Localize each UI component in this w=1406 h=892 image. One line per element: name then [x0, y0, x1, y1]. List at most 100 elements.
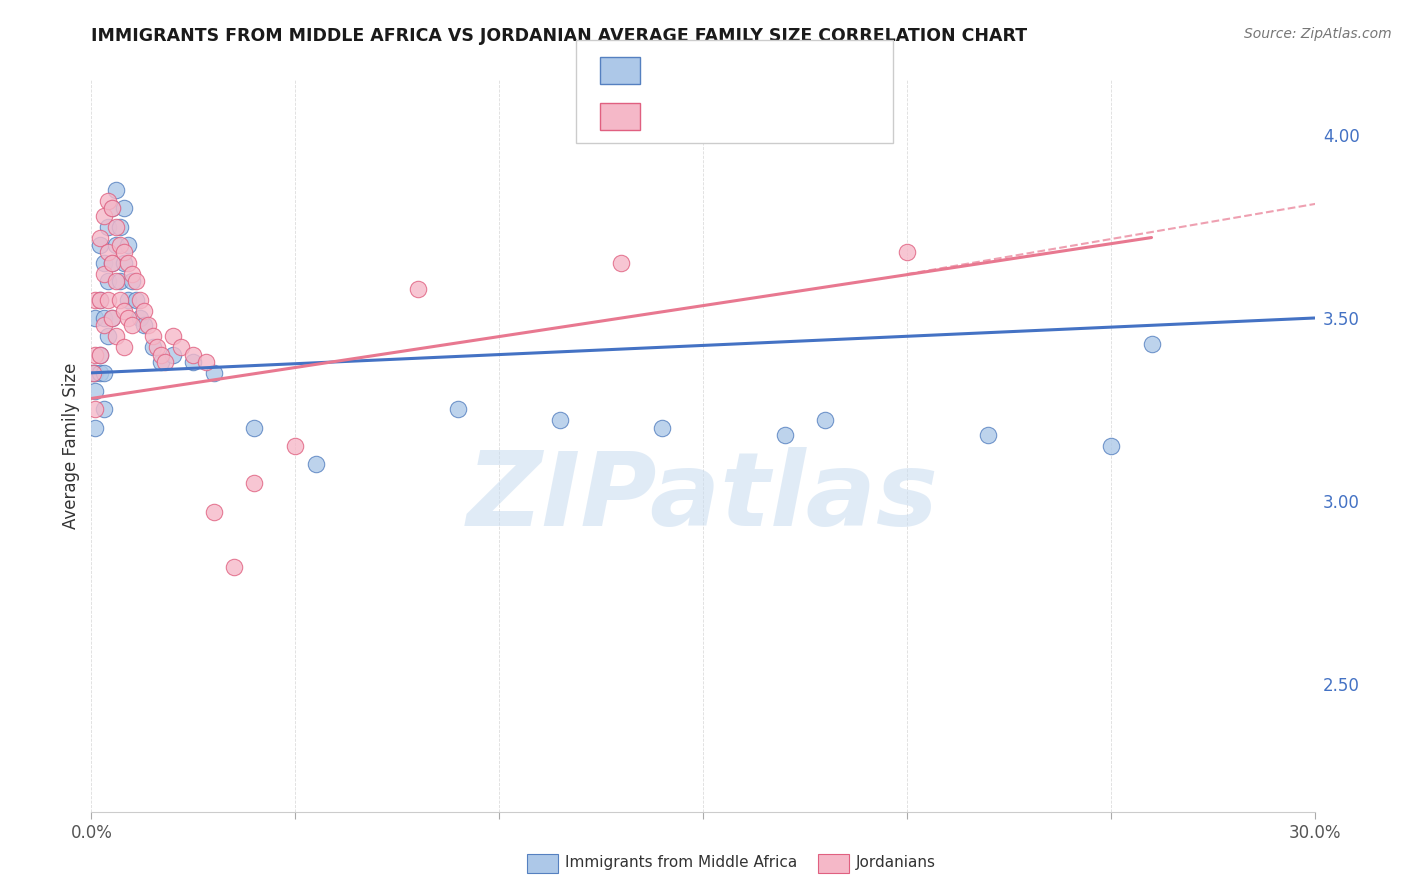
Point: [97, 275, 120, 289]
Point: [97, 293, 120, 307]
Text: Jordanians: Jordanians: [856, 855, 936, 870]
Point: [89, 348, 111, 362]
Text: ZIPatlas: ZIPatlas: [467, 447, 939, 548]
Text: 0.082: 0.082: [693, 61, 751, 78]
Point: [93, 256, 115, 270]
Point: [101, 311, 124, 326]
Point: [121, 318, 143, 333]
Point: [117, 238, 139, 252]
Point: [93, 267, 115, 281]
Point: [112, 340, 135, 354]
Point: [112, 245, 135, 260]
Point: [125, 275, 148, 289]
Point: [97, 194, 120, 208]
Point: [84, 348, 107, 362]
Point: [97, 245, 120, 260]
Point: [243, 420, 266, 434]
Text: IMMIGRANTS FROM MIDDLE AFRICA VS JORDANIAN AVERAGE FAMILY SIZE CORRELATION CHART: IMMIGRANTS FROM MIDDLE AFRICA VS JORDANI…: [91, 27, 1028, 45]
Point: [112, 256, 135, 270]
Point: [104, 238, 127, 252]
Point: [117, 311, 139, 326]
Point: [134, 318, 156, 333]
Text: 46: 46: [800, 61, 825, 78]
Point: [896, 245, 918, 260]
Point: [284, 439, 307, 453]
Point: [101, 256, 124, 270]
Point: [194, 355, 217, 369]
Point: [104, 183, 127, 197]
Point: [202, 505, 225, 519]
Point: [84, 384, 107, 399]
Point: [112, 202, 135, 216]
Point: [97, 329, 120, 343]
Point: [101, 202, 124, 216]
Text: 47: 47: [800, 107, 825, 125]
Point: [112, 303, 135, 318]
Text: R =: R =: [654, 107, 693, 125]
Point: [149, 348, 172, 362]
Point: [108, 275, 131, 289]
Point: [93, 366, 115, 380]
Point: [93, 318, 115, 333]
Point: [101, 256, 124, 270]
Text: N =: N =: [747, 61, 799, 78]
Point: [89, 230, 111, 244]
Point: [89, 366, 111, 380]
Point: [1099, 439, 1122, 453]
Text: N =: N =: [747, 107, 799, 125]
Point: [82, 366, 104, 380]
Point: [651, 420, 673, 434]
Point: [149, 355, 172, 369]
Point: [222, 559, 246, 574]
Point: [89, 348, 111, 362]
Point: [104, 275, 127, 289]
Point: [170, 340, 193, 354]
Point: [141, 329, 163, 343]
Point: [121, 275, 143, 289]
Point: [93, 209, 115, 223]
Point: [101, 202, 124, 216]
Text: 0.341: 0.341: [693, 107, 749, 125]
Point: [1140, 336, 1163, 351]
Point: [977, 428, 1000, 442]
Text: Source: ZipAtlas.com: Source: ZipAtlas.com: [1244, 27, 1392, 41]
Point: [104, 219, 127, 234]
Point: [101, 311, 124, 326]
Point: [93, 402, 115, 417]
Point: [141, 340, 163, 354]
Point: [183, 348, 205, 362]
Point: [138, 318, 160, 333]
Point: [121, 267, 143, 281]
Point: [84, 293, 107, 307]
Point: [108, 238, 131, 252]
Point: [117, 293, 139, 307]
Point: [125, 293, 148, 307]
Text: R =: R =: [654, 61, 693, 78]
Point: [129, 293, 152, 307]
Point: [162, 329, 184, 343]
Text: Immigrants from Middle Africa: Immigrants from Middle Africa: [565, 855, 797, 870]
Point: [97, 219, 120, 234]
Point: [84, 366, 107, 380]
Point: [117, 256, 139, 270]
Point: [447, 402, 470, 417]
Point: [814, 413, 837, 427]
Point: [82, 366, 104, 380]
Point: [145, 340, 167, 354]
Point: [773, 428, 796, 442]
Point: [153, 355, 176, 369]
Point: [108, 293, 131, 307]
Point: [406, 282, 429, 296]
Point: [89, 293, 111, 307]
Point: [550, 413, 572, 427]
Point: [243, 475, 266, 490]
Point: [84, 420, 107, 434]
Point: [84, 402, 107, 417]
Point: [104, 329, 127, 343]
Point: [134, 303, 156, 318]
Point: [304, 458, 326, 472]
Point: [162, 348, 184, 362]
Y-axis label: Average Family Size: Average Family Size: [62, 363, 80, 529]
Point: [129, 311, 152, 326]
Point: [202, 366, 225, 380]
